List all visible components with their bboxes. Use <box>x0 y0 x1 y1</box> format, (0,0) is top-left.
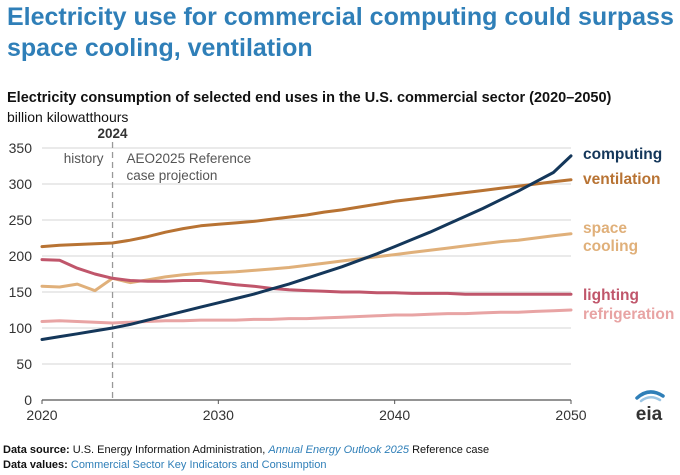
gridlines <box>42 147 571 401</box>
series-line-space-cooling <box>40 232 573 293</box>
projection-label: AEO2025 Reference <box>127 151 252 166</box>
y-tick-label: 100 <box>9 320 33 336</box>
series-line-lighting <box>40 258 573 296</box>
series-lines <box>40 154 573 341</box>
history-label: history <box>64 151 104 166</box>
series-label-space-cooling: space <box>583 220 627 237</box>
data-values-line: Data values: Commercial Sector Key Indic… <box>3 459 326 471</box>
series-label-lighting: lighting <box>583 287 639 304</box>
eia-logo-text: eia <box>636 404 663 425</box>
data-values-label: Data values: <box>3 459 68 471</box>
y-tick-label: 150 <box>9 284 33 300</box>
x-tick-label: 2050 <box>555 407 586 423</box>
series-label-ventilation: ventilation <box>583 171 661 188</box>
chart-title: Electricity consumption of selected end … <box>7 90 612 106</box>
data-source-line: Data source: U.S. Energy Information Adm… <box>3 444 489 456</box>
projection-label: case projection <box>127 168 218 183</box>
y-axis-ticks: 0 50 100 150 200 250 300 350 <box>9 140 33 408</box>
data-source-text: U.S. Energy Information Administration, <box>72 444 266 456</box>
y-axis-unit-label: billion kilowatthours <box>7 109 129 125</box>
data-source-label: Data source: <box>3 444 70 456</box>
y-tick-label: 300 <box>9 176 33 192</box>
series-line-refrigeration <box>40 308 573 325</box>
y-tick-label: 0 <box>24 392 32 408</box>
series-line-ventilation <box>40 178 573 249</box>
x-tick-label: 2030 <box>203 407 234 423</box>
x-tick-label: 2020 <box>26 407 57 423</box>
y-tick-label: 50 <box>16 356 32 372</box>
series-label-computing: computing <box>583 146 662 163</box>
series-line-computing <box>40 154 573 341</box>
series-label-space-cooling: cooling <box>583 238 638 255</box>
data-source-suffix: Reference case <box>412 444 490 456</box>
divider-year-label: 2024 <box>98 126 129 141</box>
y-tick-label: 250 <box>9 212 33 228</box>
aeo-link[interactable]: Annual Energy Outlook 2025 <box>268 444 410 456</box>
data-values-link[interactable]: Commercial Sector Key Indicators and Con… <box>70 459 327 471</box>
y-tick-label: 200 <box>9 248 33 264</box>
x-tick-label: 2040 <box>379 407 410 423</box>
series-label-refrigeration: refrigeration <box>583 306 674 323</box>
headline: Electricity use for commercial computing… <box>7 3 674 62</box>
x-axis-ticks: 2020 2030 2040 2050 <box>26 400 587 423</box>
line-chart: 0 50 100 150 200 250 300 350 2020 2030 2040 2050 2… <box>9 126 675 423</box>
y-tick-label: 350 <box>9 140 33 156</box>
eia-logo: eia <box>635 390 665 425</box>
history-divider: 2024 history AEO2025 Reference case project… <box>64 126 251 400</box>
